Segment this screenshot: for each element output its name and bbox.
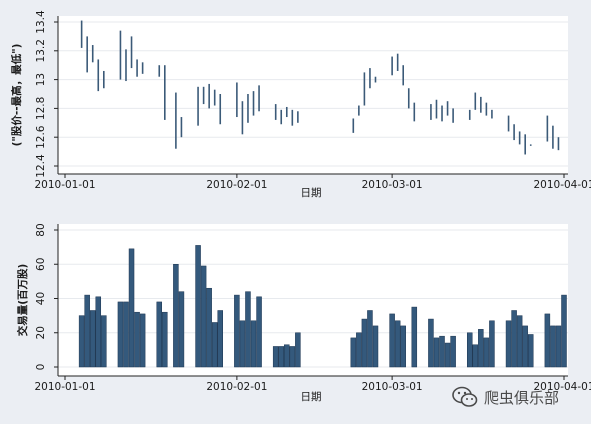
volume-y-ticks: 0 20 40 60 80 [35,223,58,370]
y-tick-label: 13 [35,73,47,86]
volume-bar [157,302,162,367]
volume-bar [196,245,201,367]
volume-bar [478,329,483,367]
x-tick-label: 2010-04-01 [533,179,591,191]
volume-bar [273,346,278,367]
volume-bar [473,345,478,367]
volume-bar [512,310,517,367]
y-tick-label: 60 [35,258,47,271]
volume-bar [373,326,378,367]
y-tick-label: 13.2 [35,39,47,62]
volume-bar [395,321,400,367]
volume-bar [135,312,140,367]
volume-bar [162,312,167,367]
x-tick-label: 2010-01-01 [34,179,95,191]
volume-bar [251,321,256,367]
price-y-ticks: 12.4 12.6 12.8 13 13.2 13.4 [35,10,58,178]
volume-bar [351,338,356,367]
volume-bar [484,338,489,367]
x-tick-label: 2010-01-01 [34,381,95,393]
volume-bar [118,302,123,367]
price-x-axis-label: 日期 [301,187,322,199]
volume-bar [257,297,262,367]
volume-bar [201,266,206,367]
volume-bar [467,333,472,367]
volume-bar [79,316,84,367]
volume-bar [173,264,178,367]
volume-bar [356,333,361,367]
volume-bar [362,319,367,367]
y-tick-label: 0 [35,364,47,371]
volume-bar [523,326,528,367]
volume-bar [85,295,90,367]
volume-bar [528,334,533,367]
volume-bar [129,249,134,367]
volume-bar [123,302,128,367]
price-panel: 12.4 12.6 12.8 13 13.2 13.4 2010-01-01 2010-02… [10,10,591,199]
volume-bar [517,316,522,367]
volume-bar [212,322,217,367]
volume-y-axis-label: 交易量(百万股) [16,264,29,337]
volume-bar [440,336,445,367]
x-tick-label: 2010-03-01 [362,179,423,191]
wechat-icon [452,386,478,408]
watermark: 爬虫俱乐部 [452,384,559,410]
volume-bar [295,333,300,367]
volume-bar [240,321,245,367]
volume-bar [284,345,289,367]
y-tick-label: 12.6 [35,125,47,149]
x-tick-label: 2010-02-01 [206,381,267,393]
volume-bar [451,336,456,367]
y-tick-label: 80 [35,223,47,236]
volume-bar [562,295,567,367]
volume-bar [556,326,561,367]
volume-bar [434,338,439,367]
x-tick-label: 2010-03-01 [362,381,423,393]
watermark-text: 爬虫俱乐部 [484,387,559,408]
y-tick-label: 40 [35,292,47,305]
volume-bar [279,346,284,367]
volume-bar [101,316,106,367]
volume-bar [401,326,406,367]
price-plot-area [58,16,568,174]
volume-x-axis-label: 日期 [301,391,322,403]
volume-bar [179,292,184,367]
volume-bar [90,310,95,367]
volume-bar [489,321,494,367]
price-y-axis-label: ("股价--最高，最低") [10,44,23,147]
volume-bar [412,307,417,367]
volume-bar [245,292,250,367]
volume-panel: 0 20 40 60 80 2010-01-01 2010-02-01 2010-03-01… [16,223,591,403]
volume-bar [96,297,101,367]
volume-bar [140,314,145,367]
y-tick-label: 20 [35,326,47,339]
volume-bar [367,310,372,367]
volume-bar [428,319,433,367]
x-tick-label: 2010-02-01 [206,179,267,191]
volume-bar [545,314,550,367]
y-tick-label: 13.4 [35,10,47,34]
y-tick-label: 12.8 [35,97,47,120]
volume-bar [290,346,295,367]
volume-bar [207,288,212,367]
y-tick-label: 12.4 [35,154,47,178]
volume-bar [506,321,511,367]
volume-bar [390,314,395,367]
volume-bar [445,343,450,367]
volume-bar [234,295,239,367]
volume-bar [550,326,555,367]
volume-bar [218,310,223,367]
